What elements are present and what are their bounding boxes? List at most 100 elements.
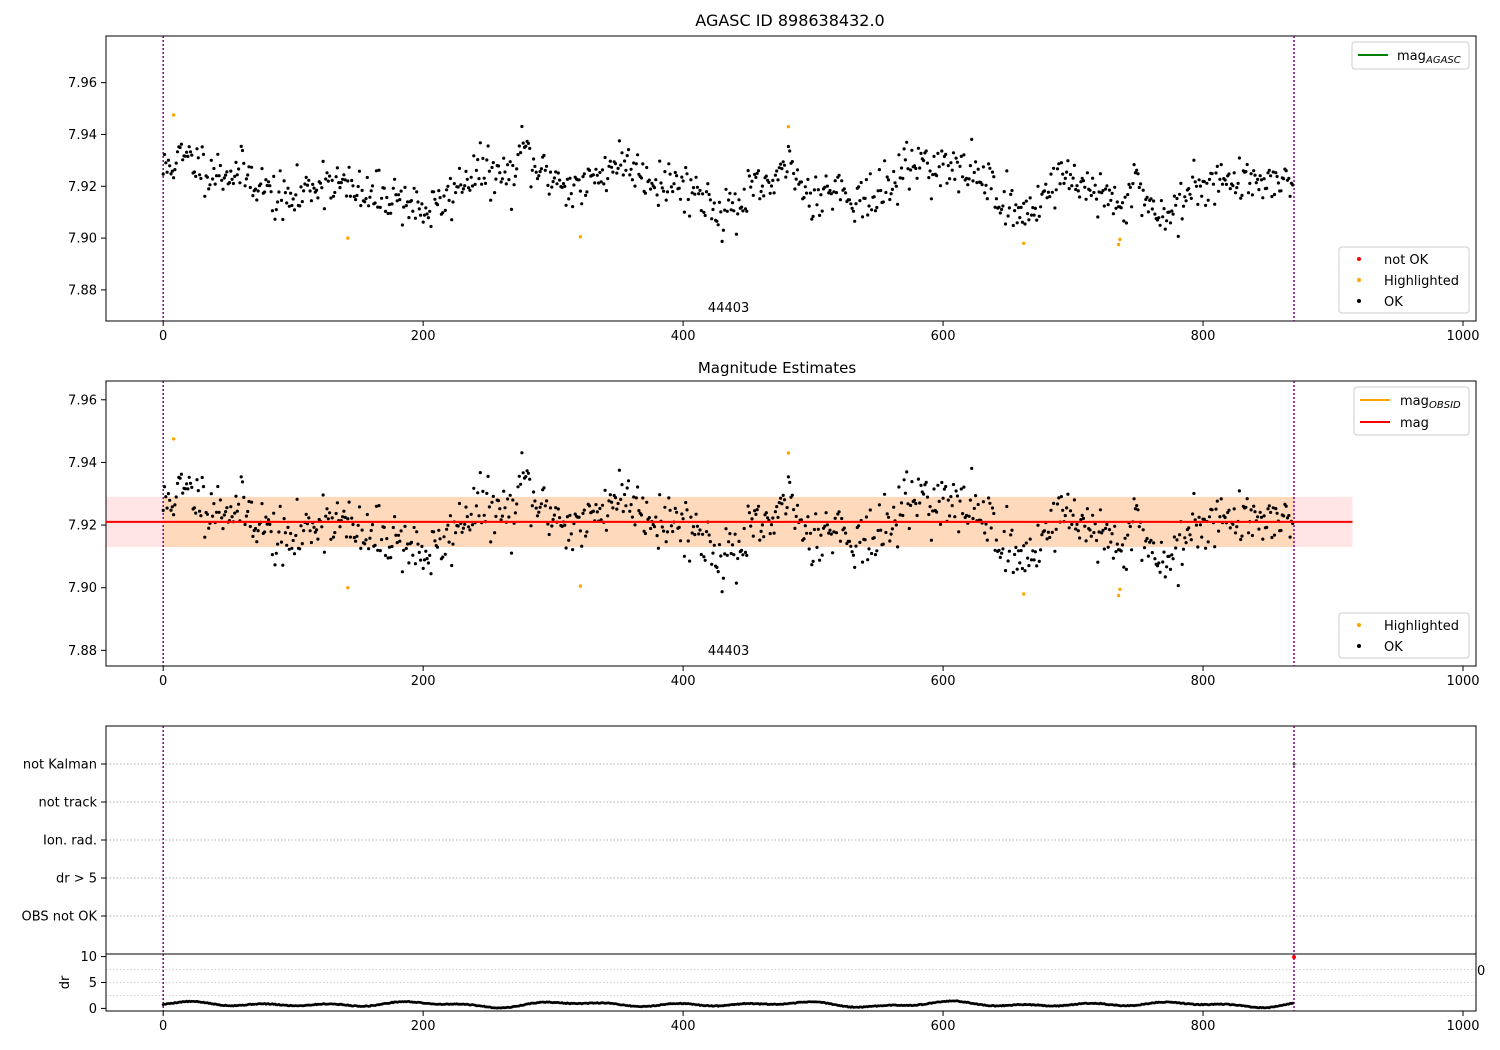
ok-point bbox=[1274, 507, 1278, 511]
ok-point bbox=[604, 528, 609, 532]
ok-point bbox=[1027, 218, 1031, 222]
ok-point bbox=[641, 162, 645, 166]
ok-point bbox=[173, 503, 177, 507]
ok-point bbox=[295, 163, 299, 167]
ok-point bbox=[955, 160, 960, 164]
ok-point bbox=[984, 183, 988, 187]
ok-point bbox=[212, 502, 216, 506]
ok-point bbox=[837, 173, 841, 177]
ok-point bbox=[376, 548, 380, 552]
ok-point bbox=[209, 492, 213, 496]
ok-point bbox=[243, 522, 247, 527]
ok-point bbox=[803, 524, 807, 528]
dr-point bbox=[1291, 1001, 1295, 1005]
ok-point bbox=[650, 181, 654, 185]
ok-point bbox=[287, 204, 291, 208]
ok-point bbox=[493, 531, 497, 535]
ok-point bbox=[1114, 206, 1118, 210]
ok-point bbox=[555, 182, 559, 186]
ok-point bbox=[565, 515, 570, 519]
ok-point bbox=[1223, 178, 1227, 182]
ok-point bbox=[690, 531, 694, 535]
ok-point bbox=[708, 540, 713, 544]
ok-point bbox=[1009, 533, 1013, 537]
ok-point bbox=[364, 197, 368, 201]
ok-point bbox=[1055, 167, 1060, 171]
ok-point bbox=[863, 538, 867, 542]
ok-point bbox=[825, 184, 830, 188]
ok-point bbox=[281, 217, 285, 222]
ok-point bbox=[1110, 532, 1114, 536]
ok-point bbox=[818, 213, 822, 217]
ok-point bbox=[1001, 204, 1005, 208]
ok-point bbox=[935, 174, 939, 178]
ok-point bbox=[1070, 522, 1074, 527]
ok-point bbox=[1253, 173, 1257, 177]
ok-point bbox=[993, 205, 997, 209]
ok-point bbox=[617, 139, 622, 143]
ok-point bbox=[1183, 536, 1187, 540]
ok-point bbox=[346, 179, 350, 183]
ok-point bbox=[998, 555, 1002, 560]
ok-point bbox=[386, 211, 390, 216]
ok-point bbox=[229, 505, 233, 509]
ok-point bbox=[378, 205, 382, 209]
x-tick-label: 800 bbox=[1191, 674, 1216, 689]
legend-box bbox=[1351, 41, 1470, 70]
ok-point bbox=[749, 524, 753, 528]
ok-point bbox=[867, 547, 871, 551]
ok-point bbox=[1026, 556, 1030, 560]
obsid-label: 44403 bbox=[708, 301, 749, 316]
ok-point bbox=[607, 164, 611, 168]
ok-point bbox=[918, 166, 922, 170]
ok-point bbox=[890, 187, 895, 191]
ok-point bbox=[857, 185, 861, 189]
ok-point bbox=[499, 518, 503, 522]
ok-point bbox=[446, 184, 450, 188]
ok-point bbox=[775, 169, 779, 173]
ok-point bbox=[1235, 525, 1239, 529]
ok-point bbox=[581, 511, 585, 515]
ok-point bbox=[250, 165, 254, 169]
ok-point bbox=[1119, 206, 1123, 210]
ok-point bbox=[710, 562, 714, 566]
ok-point bbox=[420, 202, 424, 206]
ok-point bbox=[259, 182, 263, 186]
ok-point bbox=[1157, 561, 1161, 565]
ok-point bbox=[572, 183, 576, 187]
ok-point bbox=[274, 208, 278, 212]
ok-point bbox=[1054, 527, 1058, 532]
ok-point bbox=[1106, 203, 1110, 207]
ok-point bbox=[507, 515, 511, 519]
ok-point bbox=[264, 515, 268, 519]
ok-point bbox=[1003, 569, 1008, 573]
ok-point bbox=[1167, 210, 1171, 214]
ok-point bbox=[764, 174, 768, 178]
y-tick-label: 0 bbox=[89, 1002, 97, 1017]
ok-point bbox=[897, 485, 901, 489]
legend-line-subscript: OBSID bbox=[1429, 400, 1461, 411]
ok-point bbox=[270, 553, 274, 557]
ok-point bbox=[286, 525, 290, 530]
ok-point bbox=[899, 501, 904, 505]
ok-point bbox=[831, 207, 835, 211]
ok-point bbox=[1107, 188, 1112, 192]
x-tick-label: 800 bbox=[1191, 1019, 1216, 1034]
ok-point bbox=[217, 510, 221, 514]
ok-point bbox=[355, 534, 359, 538]
ok-point bbox=[1258, 174, 1262, 178]
ok-point bbox=[1159, 199, 1163, 203]
ok-point bbox=[905, 140, 909, 144]
ok-point bbox=[1165, 565, 1169, 569]
ok-point bbox=[928, 505, 932, 509]
ok-point bbox=[516, 485, 520, 489]
ok-point bbox=[816, 188, 820, 192]
ok-point bbox=[828, 188, 832, 193]
ok-point bbox=[632, 495, 636, 499]
ok-point bbox=[269, 530, 273, 534]
ok-point bbox=[489, 540, 493, 544]
ok-point bbox=[1107, 528, 1112, 532]
highlighted-point bbox=[1118, 587, 1122, 591]
ok-point bbox=[406, 542, 410, 546]
